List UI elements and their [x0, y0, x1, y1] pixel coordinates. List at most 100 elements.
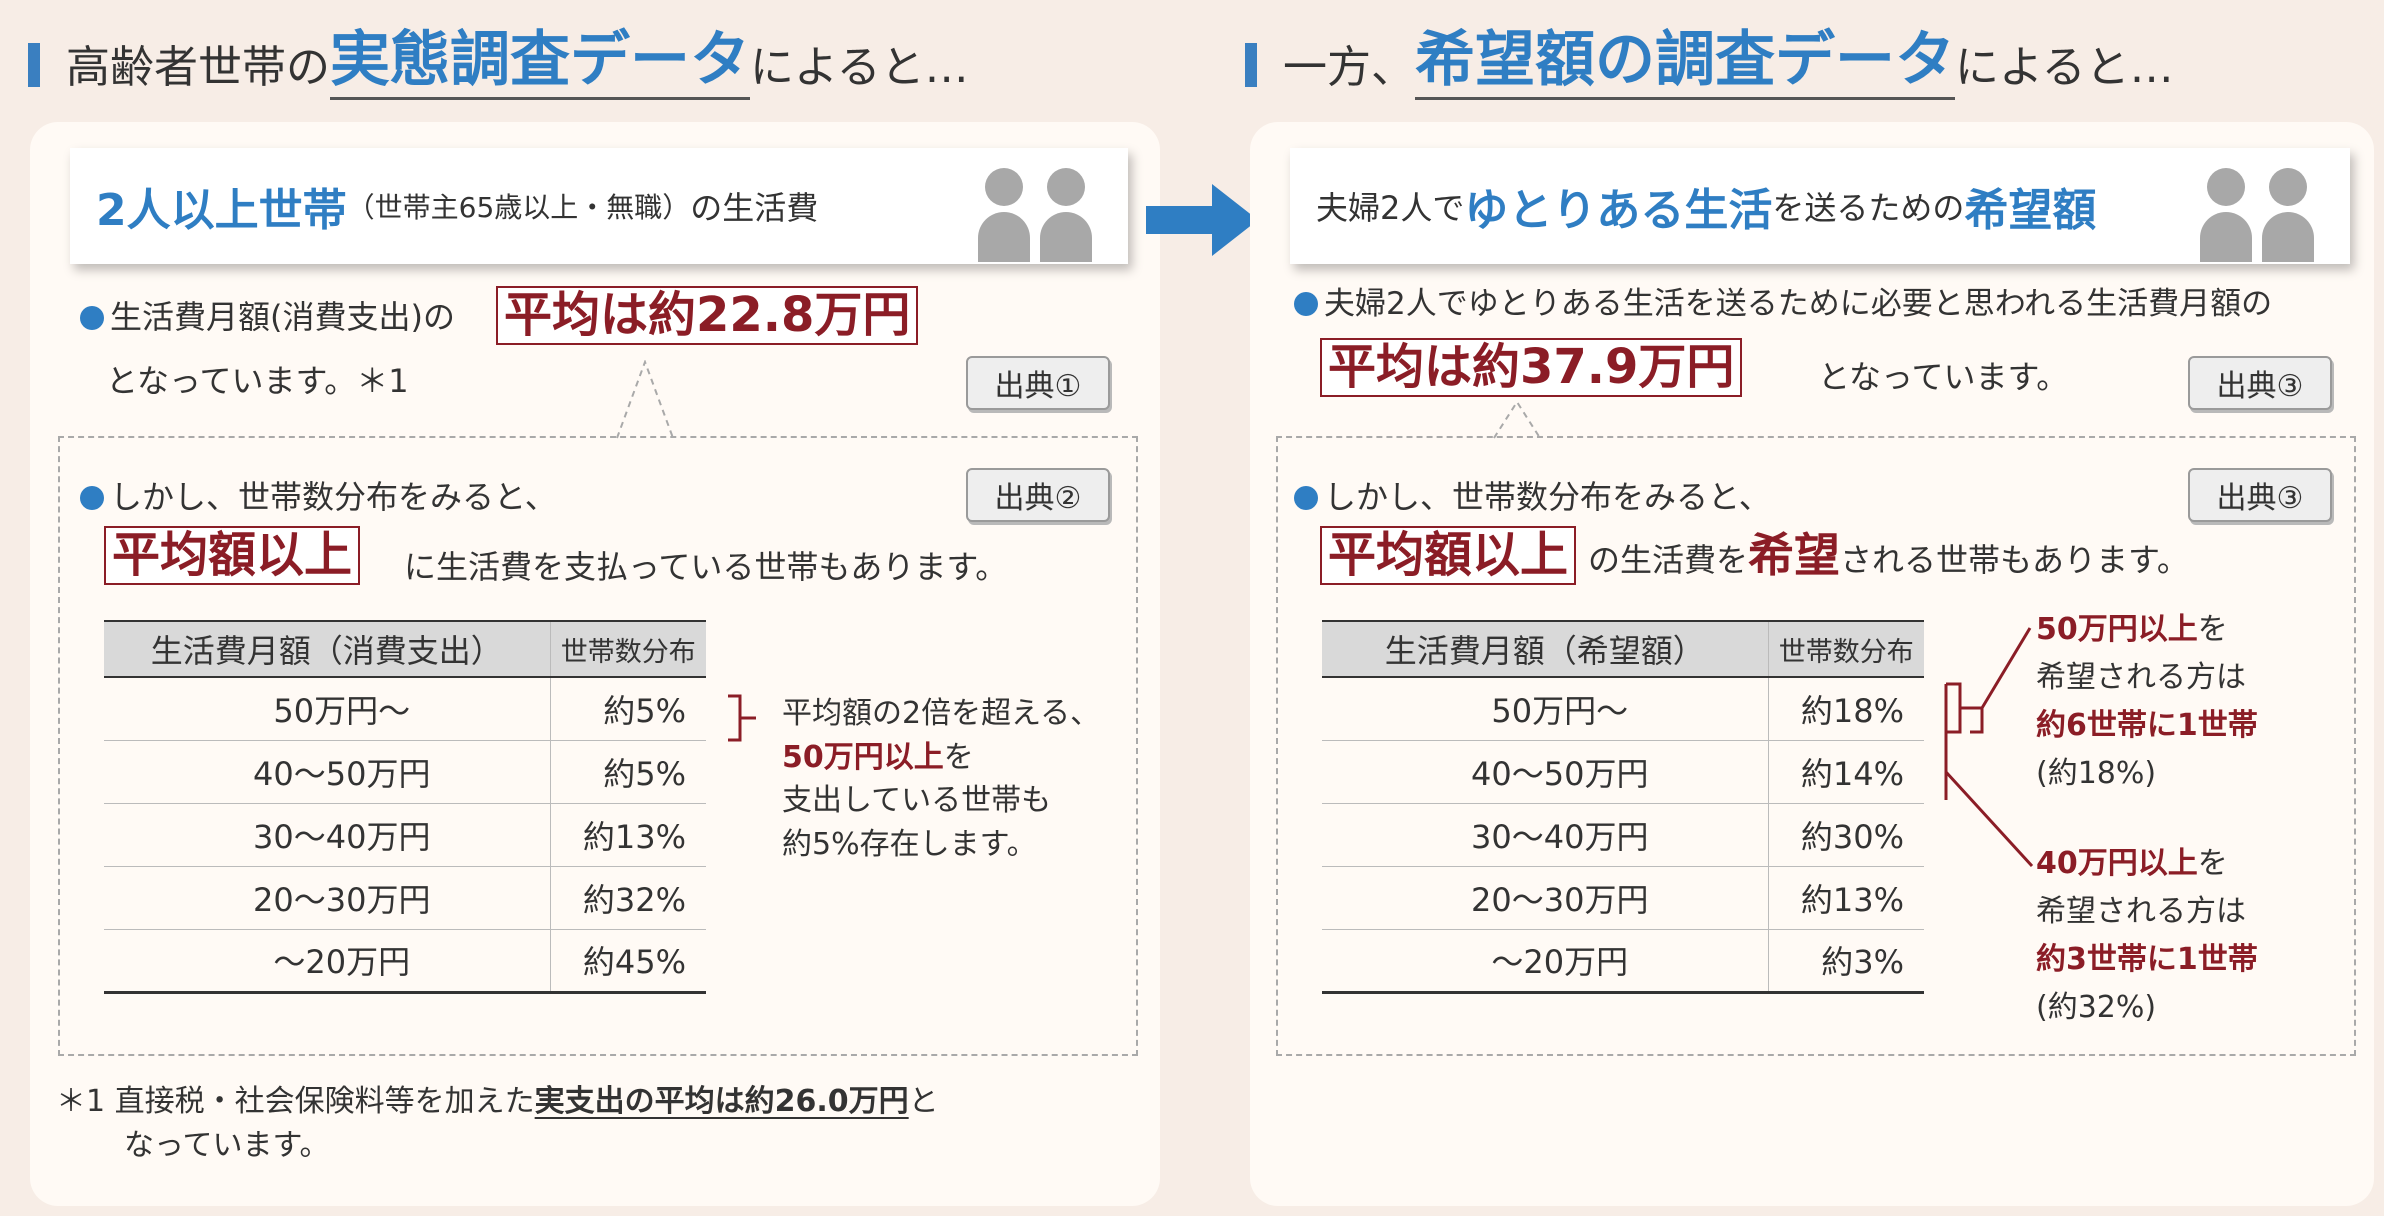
cell-range: 40～50万円	[1322, 740, 1768, 804]
left-source-2: 出典②	[966, 468, 1110, 522]
bullet-icon	[1294, 292, 1318, 316]
right-callout2-tail: を	[2197, 846, 2228, 881]
right-dashed-box	[1276, 436, 2356, 1056]
table-row: 40～50万円 約14%	[1322, 740, 1924, 804]
right-point2-tail: される世帯もあります。	[1840, 541, 2189, 579]
pointer-dashes	[616, 360, 674, 439]
left-point2-line2: に生活費を支払っている世帯もあります。	[404, 548, 1008, 586]
right-point2-text: しかし、世帯数分布をみると、	[1324, 478, 1771, 516]
cell-range: 50万円～	[1322, 677, 1768, 741]
right-callout2-line2: 希望される方は	[2036, 894, 2246, 929]
cell-share: 約3%	[1767, 929, 1924, 994]
cell-share: 約5%	[549, 677, 706, 741]
left-title-tail: の生活費	[690, 189, 819, 227]
left-emph-above-average: 平均額以上	[104, 526, 361, 586]
right-title-pre: 夫婦2人で	[1316, 189, 1465, 227]
pointer-dashes	[1493, 400, 1541, 439]
cell-range: 20～30万円	[1322, 866, 1768, 930]
right-header: 一方、 希望額の調査データ によると…	[1245, 18, 2174, 108]
left-callout-line2-tail: を	[943, 739, 974, 775]
bullet-icon	[1294, 486, 1318, 510]
right-title-emph2: 希望額	[1964, 185, 2097, 236]
right-header-highlight: 希望額の調査データ	[1415, 27, 1955, 100]
left-header-prefix: 高齢者世帯の	[66, 42, 330, 93]
right-point2-line1: しかし、世帯数分布をみると、	[1294, 478, 1771, 516]
left-source-1: 出典①	[966, 356, 1110, 410]
left-callout-emph: 50万円以上	[782, 739, 944, 775]
left-point1-line2: となっています。＊1	[106, 362, 409, 400]
left-title-box: 2人以上世帯 （世帯主65歳以上・無職） の生活費	[70, 148, 1128, 264]
right-header-prefix: 一方、	[1283, 42, 1415, 93]
people-icon	[2200, 168, 2314, 262]
right-title-mid: を送るための	[1772, 189, 1965, 227]
left-header: 高齢者世帯の 実態調査データ によると…	[28, 18, 969, 108]
right-callout1-line2: 希望される方は	[2036, 660, 2246, 695]
right-point1-line2: となっています。	[1818, 358, 2069, 396]
table-row: 50万円～ 約5%	[104, 677, 706, 741]
right-callout1-emph: 50万円以上	[2036, 612, 2198, 647]
right-average-value: 平均は約37.9万円	[1320, 338, 1743, 398]
left-title-main: 2人以上世帯	[96, 185, 347, 236]
footnote-pre: 直接税・社会保険料等を加えた	[114, 1084, 535, 1119]
right-source-1: 出典③	[2188, 356, 2332, 410]
left-callout-line3: 支出している世帯も	[782, 783, 1052, 818]
bullet-icon	[80, 486, 104, 510]
table-row: ～20万円 約45%	[104, 929, 706, 994]
right-point1-text: 夫婦2人でゆとりある生活を送るために必要と思われる生活費月額の	[1324, 286, 2273, 322]
cell-range: 40～50万円	[104, 740, 550, 804]
right-point1-line1: 夫婦2人でゆとりある生活を送るために必要と思われる生活費月額の	[1294, 286, 2272, 323]
right-callout1-tail: を	[2197, 612, 2228, 647]
cell-share: 約5%	[549, 740, 706, 804]
left-point2-line1: しかし、世帯数分布をみると、	[80, 478, 557, 516]
left-average-value: 平均は約22.8万円	[496, 286, 919, 346]
left-header-suffix: によると…	[750, 42, 969, 93]
right-callout2-line4: (約32%)	[2036, 990, 2157, 1025]
right-emph-above-average: 平均額以上	[1320, 526, 1577, 586]
cell-range: ～20万円	[1322, 929, 1768, 994]
left-distribution-table: 生活費月額（消費支出） 世帯数分布 50万円～ 約5% 40～50万円 約5% 30…	[104, 620, 706, 994]
table-row: 30～40万円 約13%	[104, 803, 706, 867]
table-header-share: 世帯数分布	[549, 620, 706, 678]
table-header-range: 生活費月額（希望額）	[1322, 620, 1768, 678]
cell-share: 約18%	[1767, 677, 1924, 741]
right-title-box: 夫婦2人で ゆとりある生活 を送るための 希望額	[1290, 148, 2350, 264]
arrow-right-icon	[1146, 184, 1258, 256]
cell-share: 約32%	[549, 866, 706, 930]
header-bar-marker	[28, 43, 40, 87]
left-callout: 平均額の2倍を超える、 50万円以上を 支出している世帯も 約5%存在します。	[782, 692, 1100, 866]
left-title-paren: （世帯主65歳以上・無職）	[346, 191, 691, 224]
left-callout-line1: 平均額の2倍を超える、	[782, 696, 1101, 731]
people-icon	[978, 168, 1092, 262]
right-callout-50: 50万円以上を 希望される方は 約6世帯に1世帯 (約18%)	[2036, 606, 2258, 798]
right-callout1-line3: 約6世帯に1世帯	[2036, 708, 2258, 743]
left-point2-text: しかし、世帯数分布をみると、	[110, 478, 557, 516]
right-source-2: 出典③	[2188, 468, 2332, 522]
right-distribution-table: 生活費月額（希望額） 世帯数分布 50万円～ 約18% 40～50万円 約14% 3…	[1322, 620, 1924, 994]
bracket-connector	[728, 694, 756, 742]
cell-range: 30～40万円	[104, 803, 550, 867]
right-emph-hope: 希望	[1748, 528, 1841, 582]
right-title-emph: ゆとりある生活	[1464, 185, 1773, 236]
right-callout2-emph: 40万円以上	[2036, 846, 2198, 881]
right-point2-mid: の生活費を	[1588, 541, 1749, 579]
cell-share: 約45%	[549, 929, 706, 994]
footnote-bold: 実支出の平均は約26.0万円	[534, 1084, 909, 1119]
footnote-line2: なっています。	[124, 1127, 330, 1163]
cell-range: ～20万円	[104, 929, 550, 994]
left-point1-pre: 生活費月額(消費支出)の	[110, 298, 455, 336]
right-callout-40: 40万円以上を 希望される方は 約3世帯に1世帯 (約32%)	[2036, 840, 2258, 1032]
right-header-suffix: によると…	[1955, 42, 2174, 93]
table-header-range: 生活費月額（消費支出）	[104, 620, 550, 678]
cell-range: 20～30万円	[104, 866, 550, 930]
left-header-highlight: 実態調査データ	[330, 27, 750, 100]
table-row: ～20万円 約3%	[1322, 929, 1924, 994]
table-row: 40～50万円 約5%	[104, 740, 706, 804]
bracket-connector	[1944, 627, 2034, 868]
left-footnote: ＊1 直接税・社会保険料等を加えた実支出の平均は約26.0万円と なっています。	[56, 1080, 939, 1167]
right-callout2-line3: 約3世帯に1世帯	[2036, 942, 2258, 977]
cell-share: 約14%	[1767, 740, 1924, 804]
footnote-mark: ＊1	[56, 1084, 106, 1119]
cell-share: 約30%	[1767, 803, 1924, 867]
cell-range: 50万円～	[104, 677, 550, 741]
cell-share: 約13%	[1767, 866, 1924, 930]
